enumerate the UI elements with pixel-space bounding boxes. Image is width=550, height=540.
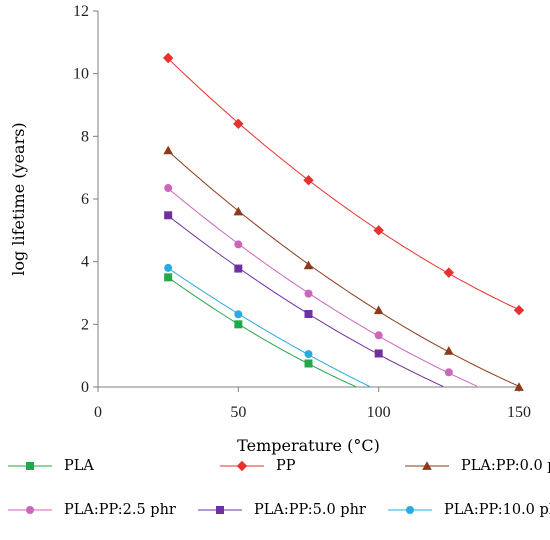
y-tick-label: 10: [73, 66, 89, 83]
legend-label: PLA:PP:10.0 phr: [444, 502, 550, 518]
data-point-s3-3: [374, 331, 383, 340]
legend-label: PLA:PP:2.5 phr: [64, 502, 176, 518]
legend-label: PLA:PP:0.0 phr: [461, 458, 550, 474]
y-axis-title: log lifetime (years): [9, 122, 28, 275]
legend-swatch-marker: [216, 506, 224, 514]
data-point-s2-3: [373, 305, 384, 315]
data-point-s5-2: [304, 350, 313, 359]
data-point-s4-0: [164, 211, 173, 220]
data-point-s0-1: [234, 320, 243, 329]
data-point-s0-2: [304, 359, 313, 368]
legend-swatch-marker: [236, 460, 248, 472]
data-point-s2-4: [444, 346, 454, 355]
legend-swatch: [198, 506, 242, 514]
legend-swatch-marker: [406, 506, 414, 514]
data-point-s5-0: [164, 263, 173, 272]
legend-swatch: [8, 506, 52, 514]
y-tick-label: 4: [81, 254, 89, 271]
legend-label: PLA:PP:5.0 phr: [254, 502, 366, 518]
series-line-1: [167, 58, 520, 311]
data-point-s1-4: [443, 267, 455, 278]
x-tick-label: 100: [367, 404, 391, 421]
y-tick-label: 8: [81, 128, 89, 145]
legend-label: PLA: [64, 458, 94, 474]
series-line-2: [167, 150, 520, 387]
data-point-s4-3: [374, 349, 383, 358]
chart-legend: PLA PP PLA:PP:0.0 phr PLA:PP:2.5 phr PLA:PP:…: [0, 458, 550, 540]
legend-item: PLA:PP:2.5 phr: [8, 498, 176, 522]
x-tick-label: 150: [507, 404, 531, 421]
legend-item: PLA:PP:10.0 phr: [388, 498, 550, 522]
legend-item: PLA: [8, 454, 94, 478]
series-line-5: [167, 267, 371, 388]
chart-plot: 0 2 4 6 8 10 12 0 50 100 150 Temperature (°C) log li…: [9, 3, 531, 455]
x-tick-label: 0: [94, 404, 102, 421]
data-point-s1-3: [373, 225, 384, 236]
data-point-s4-1: [234, 264, 243, 273]
y-tick-label: 0: [81, 379, 89, 396]
y-tick-label: 6: [81, 191, 89, 208]
legend-swatch: [8, 462, 52, 470]
data-point-s3-1: [234, 240, 243, 249]
legend-item: PLA:PP:5.0 phr: [198, 498, 366, 522]
legend-swatch: [405, 461, 449, 470]
data-point-s2-2: [303, 260, 314, 270]
legend-swatch-marker: [26, 462, 34, 470]
legend-item: PP: [220, 454, 296, 478]
data-point-s3-2: [304, 289, 313, 298]
data-point-s3-0: [164, 184, 173, 193]
legend-swatch: [220, 460, 264, 472]
legend-swatch: [388, 506, 432, 514]
data-point-s5-1: [234, 310, 243, 319]
legend-item: PLA:PP:0.0 phr: [405, 454, 550, 478]
legend-label: PP: [276, 458, 296, 474]
data-point-s2-1: [233, 206, 244, 216]
legend-swatch-marker: [26, 506, 34, 514]
legend-swatch-marker: [422, 461, 432, 470]
series-line-0: [167, 276, 357, 388]
series-line-3: [167, 188, 478, 387]
x-axis-title: Temperature (°C): [237, 436, 380, 455]
data-point-s3-4: [444, 368, 453, 377]
data-point-s0-0: [164, 273, 173, 282]
y-tick-label: 2: [81, 316, 89, 333]
y-tick-label: 12: [73, 3, 89, 20]
data-point-s1-0: [162, 52, 174, 64]
data-point-s2-0: [163, 145, 173, 155]
data-point-s1-2: [303, 175, 314, 186]
data-point-s2-5: [514, 382, 524, 391]
data-point-s4-2: [304, 309, 313, 318]
data-point-s1-1: [233, 118, 244, 129]
x-tick-label: 50: [230, 404, 246, 421]
data-point-s1-5: [513, 305, 525, 316]
